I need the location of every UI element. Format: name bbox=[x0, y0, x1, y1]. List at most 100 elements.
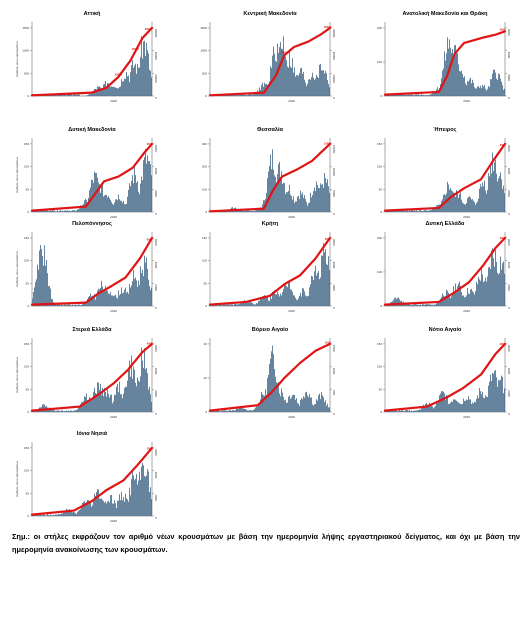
bar bbox=[451, 52, 452, 96]
bar bbox=[102, 387, 103, 412]
y-tick-label: 1000 bbox=[22, 49, 29, 53]
bar bbox=[123, 200, 124, 212]
bar bbox=[46, 210, 47, 212]
bar bbox=[471, 199, 472, 212]
bar bbox=[429, 94, 430, 96]
y2-tick-label: 15000 bbox=[332, 145, 336, 154]
bar bbox=[405, 409, 406, 412]
bars bbox=[32, 347, 152, 412]
y-tick-label: 50 bbox=[26, 281, 30, 285]
y2-tick-label: 0 bbox=[154, 517, 158, 519]
bar bbox=[286, 60, 287, 96]
bar bbox=[324, 173, 325, 212]
bar bbox=[277, 291, 278, 306]
bar bbox=[37, 514, 38, 516]
bar bbox=[390, 211, 391, 212]
bar bbox=[42, 515, 43, 516]
bar bbox=[501, 269, 502, 306]
bar bbox=[321, 392, 322, 412]
bar bbox=[56, 211, 57, 212]
bar bbox=[280, 396, 281, 412]
bar bbox=[287, 402, 288, 412]
bar bbox=[238, 408, 239, 412]
bar bbox=[316, 75, 317, 96]
bar bbox=[113, 204, 114, 212]
bar bbox=[59, 410, 60, 412]
bar bbox=[420, 95, 421, 96]
bar bbox=[403, 94, 404, 96]
bar bbox=[398, 210, 399, 212]
bar bbox=[246, 409, 247, 412]
bar bbox=[78, 94, 79, 96]
y-tick-label: 150 bbox=[24, 142, 29, 146]
bar bbox=[439, 395, 440, 412]
bar bbox=[454, 45, 455, 96]
bar bbox=[496, 262, 497, 306]
bar bbox=[501, 375, 502, 412]
bar bbox=[392, 211, 393, 212]
bar bbox=[311, 397, 312, 412]
bar bbox=[62, 513, 63, 516]
bar bbox=[298, 298, 299, 306]
line-value-label: 60000 bbox=[145, 27, 153, 31]
bar bbox=[69, 509, 70, 516]
bar bbox=[268, 171, 269, 212]
bar bbox=[297, 300, 298, 306]
bar bbox=[428, 210, 429, 212]
bar bbox=[234, 94, 235, 96]
bar bbox=[447, 290, 448, 306]
bar bbox=[75, 304, 76, 306]
bar bbox=[283, 288, 284, 306]
bar bbox=[497, 79, 498, 96]
bar bbox=[500, 172, 501, 212]
bar bbox=[250, 410, 251, 412]
bar bbox=[492, 73, 493, 96]
bar bbox=[102, 182, 103, 212]
bar bbox=[95, 495, 96, 516]
y2-tick-label: 1000 bbox=[154, 494, 158, 501]
bar bbox=[109, 502, 110, 516]
bar bbox=[286, 402, 287, 412]
bar bbox=[436, 303, 437, 306]
bar bbox=[478, 198, 479, 212]
bar bbox=[142, 360, 143, 412]
bar bbox=[495, 370, 496, 412]
bar bbox=[116, 386, 117, 412]
bar bbox=[116, 508, 117, 516]
bar bbox=[124, 501, 125, 516]
bar bbox=[454, 192, 455, 212]
bar bbox=[472, 291, 473, 306]
bar bbox=[465, 204, 466, 212]
bar bbox=[455, 44, 456, 96]
y-axis-label: Αριθμός νέων κρουσμάτων bbox=[15, 250, 19, 287]
bar bbox=[58, 304, 59, 306]
bar bbox=[307, 205, 308, 212]
bar bbox=[499, 74, 500, 96]
y-tick-label: 0 bbox=[27, 410, 29, 414]
y-tick-label: 100 bbox=[202, 187, 207, 191]
bar bbox=[437, 301, 438, 306]
bar bbox=[460, 192, 461, 212]
bar bbox=[403, 210, 404, 212]
bar bbox=[327, 403, 328, 412]
bar bbox=[134, 166, 135, 212]
bar bbox=[56, 304, 57, 306]
bar bbox=[491, 79, 492, 96]
bar bbox=[92, 505, 93, 516]
bar bbox=[99, 498, 100, 516]
bar bbox=[401, 410, 402, 412]
bar bbox=[447, 37, 448, 96]
bar bbox=[132, 471, 133, 516]
bar bbox=[286, 191, 287, 212]
bar bbox=[456, 189, 457, 212]
bar bbox=[481, 186, 482, 212]
bar bbox=[474, 294, 475, 306]
bar bbox=[489, 381, 490, 412]
bar bbox=[94, 387, 95, 412]
bar bbox=[481, 394, 482, 412]
bar bbox=[112, 86, 113, 96]
bar bbox=[112, 503, 113, 516]
bar bbox=[58, 410, 59, 412]
chart-panel: Ήπειρος 0 50 100 150 0 2000 4000 6000 2020 6000 bbox=[365, 126, 525, 238]
bar bbox=[240, 303, 241, 306]
